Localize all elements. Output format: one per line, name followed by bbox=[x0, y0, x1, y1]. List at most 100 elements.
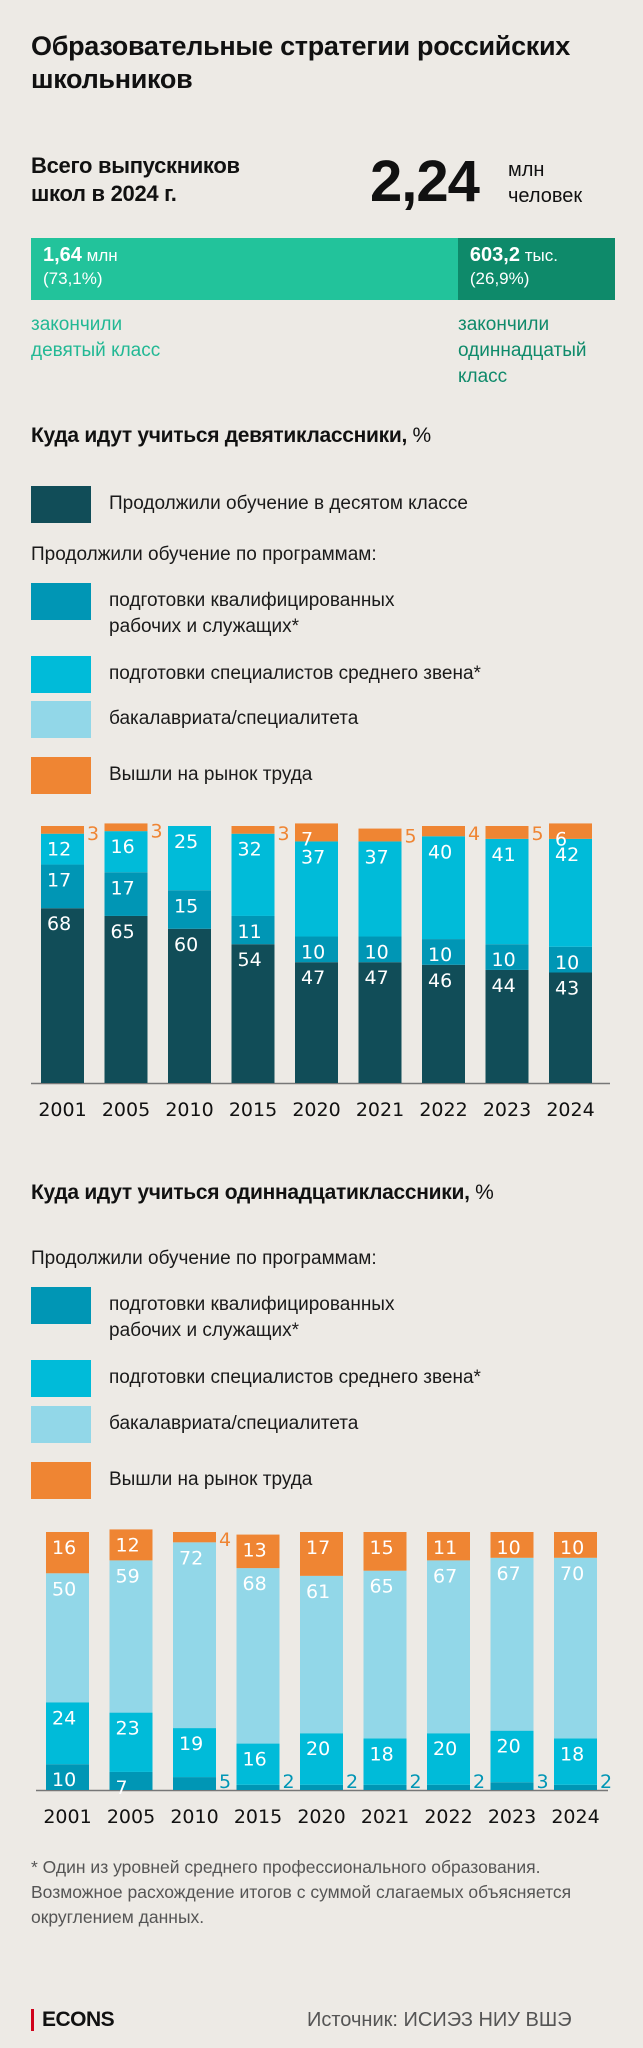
bar-segment-mid_specialists bbox=[363, 1738, 407, 1785]
bar-segment-skilled_workers bbox=[104, 872, 148, 916]
bar-2021: 2 18 65 15 bbox=[363, 1532, 422, 1793]
data-label: 3 bbox=[151, 820, 163, 842]
data-label: 11 bbox=[433, 1537, 457, 1559]
bar-2024: 43 10 426 bbox=[549, 823, 592, 1083]
total-label-line1: Всего выпускников bbox=[31, 153, 240, 178]
ninth-grade-value: 1,64 bbox=[43, 244, 82, 266]
bar-segment-mid_specialists bbox=[168, 826, 211, 891]
bar-segment-mid_specialists bbox=[422, 836, 465, 940]
data-label: 37 bbox=[301, 846, 325, 868]
section-title-text: Куда идут учиться одиннадцатиклассники, bbox=[31, 1181, 470, 1204]
bar-segment-skilled_workers bbox=[173, 1777, 216, 1790]
x-tick-label: 2005 bbox=[102, 1099, 150, 1121]
legend-label: подготовки специалистов среднего звена* bbox=[109, 663, 481, 684]
bar-segment-mid_specialists bbox=[173, 1728, 216, 1778]
bar-segment-labor_market bbox=[41, 826, 84, 834]
legend-mid-specialists: подготовки специалистов среднего звена* bbox=[31, 1360, 481, 1397]
bar-segment-skilled_workers bbox=[41, 864, 84, 909]
bar-segment-mid_specialists bbox=[300, 1733, 343, 1785]
bar-segment-mid_specialists bbox=[41, 833, 84, 865]
bar-segment-labor_market bbox=[485, 826, 529, 839]
bar-segment-labor_market bbox=[236, 1534, 280, 1569]
bar-segment-mid_specialists bbox=[231, 833, 275, 916]
x-tick-label: 2005 bbox=[107, 1806, 155, 1828]
bar-segment-labor_market bbox=[490, 1532, 534, 1558]
x-tick-label: 2021 bbox=[356, 1099, 404, 1121]
bar-segment-labor_market bbox=[104, 823, 148, 832]
bar-segment-labor_market bbox=[295, 823, 338, 842]
bar-segment-tenth_grade bbox=[358, 962, 402, 1083]
data-label: 7 bbox=[301, 828, 313, 850]
data-label: 3 bbox=[537, 1771, 549, 1793]
legend-skilled-workers: подготовки квалифицированных рабочих и с… bbox=[31, 583, 394, 640]
x-tick-label: 2023 bbox=[488, 1806, 536, 1828]
legend-label: Вышли на рынок труда bbox=[109, 764, 313, 785]
bar-segment-tenth_grade bbox=[549, 972, 592, 1083]
total-graduates-unit: млн человек bbox=[508, 157, 582, 209]
bar-segment-mid_specialists bbox=[358, 841, 402, 937]
bar-segment-tenth_grade bbox=[295, 962, 338, 1083]
legend-label: бакалавриата/специалитета bbox=[109, 708, 359, 729]
bar-segment-bachelor bbox=[236, 1568, 280, 1744]
econs-logo: ECONS bbox=[31, 2008, 115, 2032]
bar-2020: 47 10 377 bbox=[295, 823, 338, 1083]
total-label-line2: школ в 2024 г. bbox=[31, 181, 177, 206]
x-tick-label: 2020 bbox=[297, 1806, 345, 1828]
legend-label: подготовки специалистов среднего звена* bbox=[109, 1367, 481, 1388]
bar-segment-tenth_grade bbox=[231, 944, 275, 1083]
data-label: 12 bbox=[47, 839, 71, 861]
data-label: 12 bbox=[116, 1534, 140, 1556]
x-tick-label: 2021 bbox=[361, 1806, 409, 1828]
data-label: 42 bbox=[555, 844, 579, 866]
bar-2010: 5 19 72 4 bbox=[173, 1529, 231, 1793]
bar-segment-mid_specialists bbox=[490, 1730, 534, 1783]
bar-segment-skilled_workers bbox=[422, 939, 465, 965]
bar-segment-skilled_workers bbox=[358, 936, 402, 963]
total-graduates-label: Всего выпускников школ в 2024 г. bbox=[31, 152, 240, 208]
legend-swatch bbox=[31, 1287, 91, 1324]
eleventh-grade-share: (26,9%) bbox=[469, 269, 530, 288]
data-label: 2 bbox=[410, 1771, 422, 1793]
data-label: 40 bbox=[428, 841, 452, 863]
legend-label: подготовки квалифицированных рабочих и с… bbox=[109, 583, 394, 640]
bar-2023: 3 20 67 10 bbox=[490, 1532, 549, 1793]
bar-segment-labor_market bbox=[173, 1532, 216, 1543]
bar-2005: 65 17 16 3 bbox=[104, 820, 163, 1083]
data-label: 15 bbox=[174, 895, 198, 917]
data-label: 17 bbox=[111, 877, 135, 899]
legend-swatch bbox=[31, 1360, 91, 1397]
legend-label-line: подготовки квалифицированных bbox=[109, 590, 395, 611]
legend-skilled-workers: подготовки квалифицированных рабочих и с… bbox=[31, 1287, 394, 1344]
data-label: 43 bbox=[555, 977, 579, 999]
bar-segment-labor_market bbox=[427, 1532, 470, 1561]
data-label: 13 bbox=[243, 1540, 267, 1562]
data-label: 10 bbox=[301, 942, 325, 964]
logo-red-bar bbox=[31, 2009, 34, 2031]
data-label: 18 bbox=[560, 1743, 584, 1765]
source-credit: Источник: ИСИЭЗ НИУ ВШЭ bbox=[307, 2009, 572, 2031]
data-label: 68 bbox=[243, 1573, 267, 1595]
data-label: 50 bbox=[52, 1578, 76, 1600]
bar-segment-labor_market bbox=[300, 1532, 343, 1576]
legend-swatch bbox=[31, 1462, 91, 1499]
bar-segment-mid_specialists bbox=[236, 1743, 280, 1785]
bar-segment-skilled_workers bbox=[168, 890, 211, 929]
x-tick-label: 2023 bbox=[483, 1099, 531, 1121]
data-label: 3 bbox=[87, 823, 99, 845]
data-label: 65 bbox=[370, 1576, 394, 1598]
bar-segment-bachelor bbox=[300, 1575, 343, 1734]
bar-segment-bachelor bbox=[490, 1557, 534, 1731]
legend-tenth-grade: Продолжили обучение в десятом классе bbox=[31, 486, 468, 523]
data-label: 4 bbox=[468, 823, 480, 845]
data-label: 41 bbox=[492, 844, 516, 866]
x-tick-label: 2024 bbox=[546, 1099, 594, 1121]
data-label: 4 bbox=[219, 1529, 231, 1551]
data-label: 17 bbox=[306, 1537, 330, 1559]
total-unit-line1: млн bbox=[508, 159, 545, 181]
data-label: 17 bbox=[47, 870, 71, 892]
total-unit-line2: человек bbox=[508, 185, 583, 207]
data-label: 10 bbox=[555, 952, 579, 974]
x-tick-label: 2010 bbox=[165, 1099, 213, 1121]
bar-segment-skilled_workers bbox=[490, 1782, 534, 1790]
ninth-grade-segment: 1,64 млн (73,1%) bbox=[31, 238, 458, 300]
